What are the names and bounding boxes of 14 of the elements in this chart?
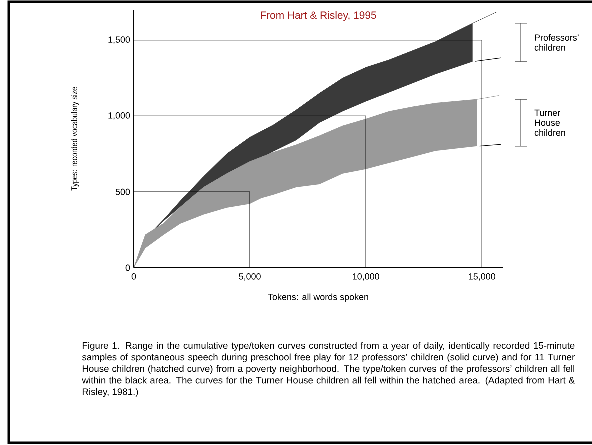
x-tick-label: 0 [132,274,136,280]
x-axis-title: Tokens: all words spoken [268,294,368,302]
y-axis-title: Types: recorded vocabulary size [71,87,80,191]
text: Professors’ children [534,34,579,51]
x-tick-label: 5,000 [239,274,261,281]
y-tick-label: 1,500 [108,36,130,44]
x-tick-label: 15,000 [469,274,496,281]
y-tick-label: 500 [116,188,130,196]
y-tick-label: 0 [126,264,130,272]
x-tick-label: 10,000 [353,274,380,281]
chart-title: From Hart & Risley, 1995 [261,11,376,22]
y-tick-label: 1,000 [108,112,130,120]
text: Turner House children [534,110,566,136]
caption: Figure 1. Range in the cumulative type/token curves constructed from a year of daily, identically recorded 15-minute samples of spontaneous speech during preschool free play for 12 professors’ children (solid curve) and for 11 Turner House children (hatched curve) from a poverty neighborhood. The type/token curves of the professors’ children all fell within the black area. The curves for the Turner House children all fell within the hatched area. (Adapted from Hart & Risley, 1981.) [82,342,575,398]
